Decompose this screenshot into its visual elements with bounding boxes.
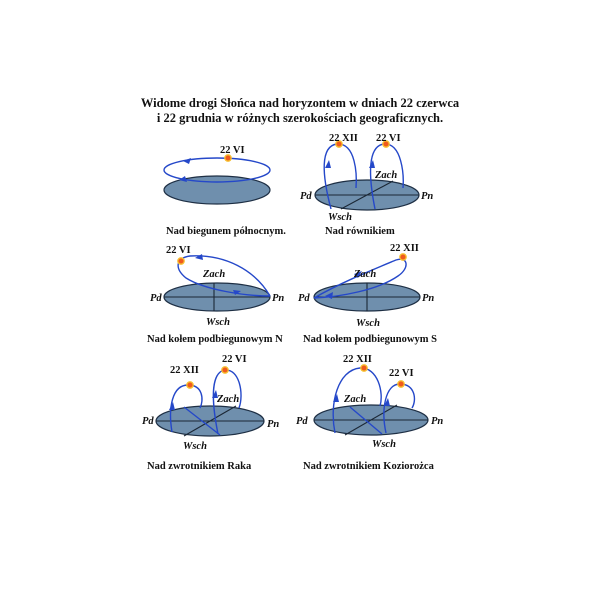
east-label: Wsch [328,212,352,223]
sun-path-june [163,157,271,183]
panel-caption: Nad kołem podbiegunowym S [303,334,437,345]
south-label: Pd [296,416,308,427]
east-label: Wsch [372,439,396,450]
sun-path-june [177,255,271,297]
west-label: Zach [202,269,225,280]
date-label-december: 22 XII [329,133,358,144]
direction-arrow [369,160,375,168]
east-label: Wsch [206,317,230,328]
north-label: Pn [272,293,284,304]
east-west-line [344,404,398,436]
date-label-december: 22 XII [170,365,199,376]
panel-antarctic-circle: 22 XII Zach Pd Pn Wsch Nad kołem podbieg… [298,243,437,345]
horizon-disk [163,175,271,205]
panel-caption: Nad zwrotnikiem Raka [147,461,252,472]
panel-tropic-of-cancer: 22 XII 22 VI Zach Pd Pn Wsch Nad zwrotni… [142,354,279,472]
sun-path-crossing [349,406,383,435]
south-label: Pd [298,293,310,304]
direction-arrow [212,390,218,398]
date-label-june: 22 VI [222,354,247,365]
west-label: Zach [353,269,376,280]
date-label-june: 22 VI [220,145,245,156]
sun-icon [397,380,405,388]
date-label-june: 22 VI [376,133,401,144]
direction-arrow [195,254,203,260]
direction-arrow [325,160,331,168]
sun-icon [177,257,185,265]
sun-path-december [313,258,407,299]
date-label-june: 22 VI [389,368,414,379]
south-label: Pd [142,416,154,427]
sun-icon [335,140,343,148]
north-label: Pn [267,419,279,430]
direction-arrow [384,398,390,406]
figure-title-line-1: Widome drogi Słońca nad horyzontem w dni… [140,96,460,110]
direction-arrow [169,402,175,410]
north-label: Pn [431,416,443,427]
direction-arrow [179,176,187,182]
panel-equator: 22 XII 22 VI Zach Pd Pn Wsch Nad równiki… [300,133,433,237]
date-label-december: 22 XII [390,243,419,254]
east-west-line [183,405,237,437]
sun-icon [382,140,390,148]
date-label-june: 22 VI [166,245,191,256]
date-label-december: 22 XII [343,354,372,365]
west-label: Zach [216,394,239,405]
figure-title-line-2: i 22 grudnia w różnych szerokościach geo… [156,111,444,125]
sun-path-crossing [183,406,221,436]
direction-arrow [325,292,333,299]
south-label: Pd [150,293,162,304]
direction-arrow [183,158,191,164]
direction-arrow [333,394,339,402]
east-west-line [340,180,394,210]
sun-icon [360,364,368,372]
panel-caption: Nad biegunem północnym. [166,226,286,237]
panel-caption: Nad kołem podbiegunowym N [147,334,283,345]
east-label: Wsch [183,441,207,452]
west-label: Zach [343,394,366,405]
north-label: Pn [421,191,433,202]
panel-caption: Nad równikiem [325,226,395,237]
south-label: Pd [300,191,312,202]
direction-arrow [354,271,362,278]
east-label: Wsch [356,318,380,329]
panel-arctic-circle: 22 VI Zach Pd Pn Wsch Nad kołem podbiegu… [147,245,284,345]
west-label: Zach [374,170,397,181]
sun-icon [224,154,232,162]
sun-icon [399,253,407,261]
sun-icon [186,381,194,389]
panel-north-pole: 22 VI Nad biegunem północnym. [163,145,286,237]
sun-icon [221,366,229,374]
panel-tropic-of-capricorn: 22 XII 22 VI Zach Pd Pn Wsch Nad zwrotni… [296,354,443,472]
sun-path-december [332,367,382,434]
north-label: Pn [422,293,434,304]
direction-arrow [233,290,241,295]
panel-caption: Nad zwrotnikiem Koziorożca [303,461,435,472]
